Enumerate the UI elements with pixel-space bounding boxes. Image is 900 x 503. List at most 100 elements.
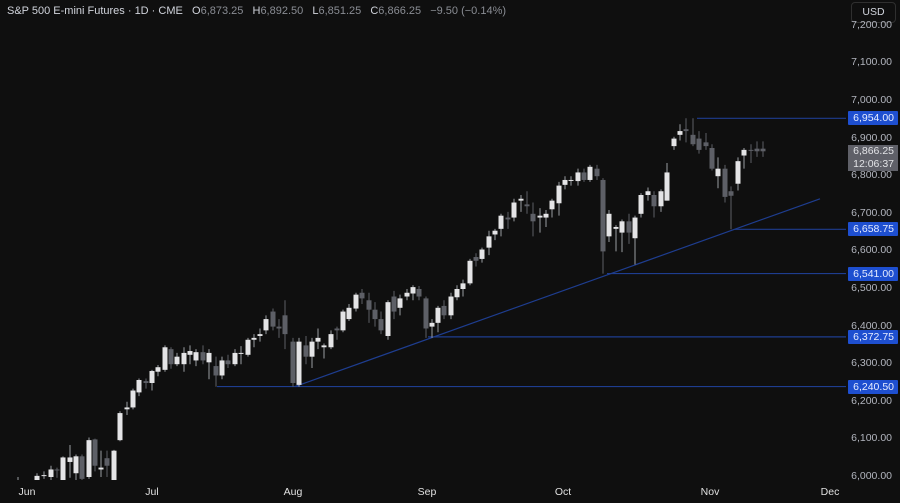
candle[interactable] bbox=[594, 164, 600, 180]
candle[interactable] bbox=[385, 300, 391, 340]
currency-button[interactable]: USD bbox=[851, 2, 896, 23]
candle[interactable] bbox=[98, 450, 104, 477]
candle[interactable] bbox=[486, 230, 492, 256]
candle[interactable] bbox=[703, 132, 709, 150]
candle[interactable] bbox=[568, 176, 574, 186]
candle[interactable] bbox=[193, 349, 199, 367]
candle[interactable] bbox=[600, 178, 606, 274]
candle[interactable] bbox=[73, 454, 79, 480]
candle[interactable] bbox=[613, 225, 619, 252]
candle[interactable] bbox=[104, 450, 110, 477]
candle[interactable] bbox=[162, 345, 168, 372]
candle[interactable] bbox=[518, 195, 524, 212]
candle[interactable] bbox=[346, 304, 352, 321]
candle[interactable] bbox=[174, 352, 180, 367]
candle[interactable] bbox=[549, 198, 555, 218]
candle[interactable] bbox=[735, 157, 741, 191]
candle[interactable] bbox=[79, 454, 85, 480]
candle[interactable] bbox=[340, 309, 346, 333]
candle[interactable] bbox=[334, 326, 340, 340]
candle[interactable] bbox=[359, 289, 365, 305]
candle[interactable] bbox=[498, 213, 504, 237]
candle[interactable] bbox=[524, 191, 530, 214]
candle[interactable] bbox=[206, 349, 212, 380]
candle[interactable] bbox=[562, 176, 568, 190]
candle[interactable] bbox=[16, 477, 21, 480]
candle[interactable] bbox=[651, 191, 657, 218]
candle[interactable] bbox=[448, 292, 454, 320]
trendline[interactable] bbox=[294, 198, 821, 388]
candle[interactable] bbox=[404, 289, 410, 301]
candle[interactable] bbox=[353, 292, 359, 312]
candle[interactable] bbox=[696, 131, 702, 154]
candle[interactable] bbox=[257, 328, 263, 342]
candle[interactable] bbox=[391, 290, 397, 320]
candle[interactable] bbox=[372, 302, 378, 327]
candle[interactable] bbox=[492, 228, 498, 241]
candle[interactable] bbox=[748, 144, 754, 164]
candle[interactable] bbox=[245, 337, 251, 357]
candle[interactable] bbox=[671, 136, 677, 150]
candle[interactable] bbox=[296, 337, 302, 387]
candle[interactable] bbox=[136, 378, 142, 397]
candle[interactable] bbox=[200, 345, 206, 365]
candle[interactable] bbox=[690, 118, 696, 147]
candle[interactable] bbox=[511, 198, 517, 222]
candle[interactable] bbox=[41, 471, 47, 479]
candle[interactable] bbox=[282, 300, 288, 350]
candle[interactable] bbox=[638, 193, 644, 218]
candle[interactable] bbox=[263, 315, 269, 335]
candle[interactable] bbox=[117, 411, 123, 442]
candle[interactable] bbox=[86, 437, 92, 479]
candle[interactable] bbox=[232, 349, 238, 367]
candle[interactable] bbox=[290, 337, 296, 387]
candle[interactable] bbox=[60, 456, 66, 480]
candle[interactable] bbox=[454, 285, 460, 301]
candle[interactable] bbox=[213, 356, 219, 387]
candle[interactable] bbox=[130, 388, 136, 410]
candle[interactable] bbox=[505, 211, 511, 229]
candle[interactable] bbox=[92, 438, 98, 472]
candle[interactable] bbox=[270, 308, 276, 331]
candle[interactable] bbox=[575, 168, 581, 186]
candle[interactable] bbox=[315, 328, 321, 350]
candle[interactable] bbox=[276, 319, 282, 338]
candle[interactable] bbox=[441, 300, 447, 320]
candle[interactable] bbox=[181, 347, 187, 372]
candle[interactable] bbox=[124, 401, 130, 415]
candle[interactable] bbox=[581, 168, 587, 182]
candle[interactable] bbox=[606, 210, 612, 242]
candle[interactable] bbox=[397, 294, 403, 316]
candle[interactable] bbox=[632, 215, 638, 265]
candle[interactable] bbox=[155, 364, 161, 377]
candle[interactable] bbox=[741, 148, 747, 169]
candle[interactable] bbox=[709, 144, 715, 171]
candle[interactable] bbox=[410, 285, 416, 301]
candle[interactable] bbox=[556, 181, 562, 216]
candle[interactable] bbox=[416, 285, 422, 301]
candle[interactable] bbox=[187, 345, 193, 365]
candle[interactable] bbox=[67, 445, 73, 478]
candle[interactable] bbox=[309, 337, 315, 368]
candle[interactable] bbox=[460, 279, 466, 297]
candle[interactable] bbox=[658, 189, 664, 212]
candle[interactable] bbox=[543, 210, 549, 227]
candle[interactable] bbox=[715, 157, 721, 189]
candle[interactable] bbox=[664, 163, 670, 201]
candlestick-plot[interactable] bbox=[0, 0, 846, 480]
candle[interactable] bbox=[34, 473, 40, 480]
candle[interactable] bbox=[168, 347, 174, 369]
candle[interactable] bbox=[587, 164, 593, 182]
candle[interactable] bbox=[378, 311, 384, 335]
candle[interactable] bbox=[722, 164, 728, 203]
candle[interactable] bbox=[149, 369, 155, 391]
candle[interactable] bbox=[537, 208, 543, 233]
candle[interactable] bbox=[619, 219, 625, 253]
candle[interactable] bbox=[48, 465, 54, 480]
candle[interactable] bbox=[683, 118, 689, 143]
candle[interactable] bbox=[754, 141, 760, 157]
candle[interactable] bbox=[645, 187, 651, 201]
candle[interactable] bbox=[303, 336, 309, 365]
candle[interactable] bbox=[54, 467, 60, 478]
